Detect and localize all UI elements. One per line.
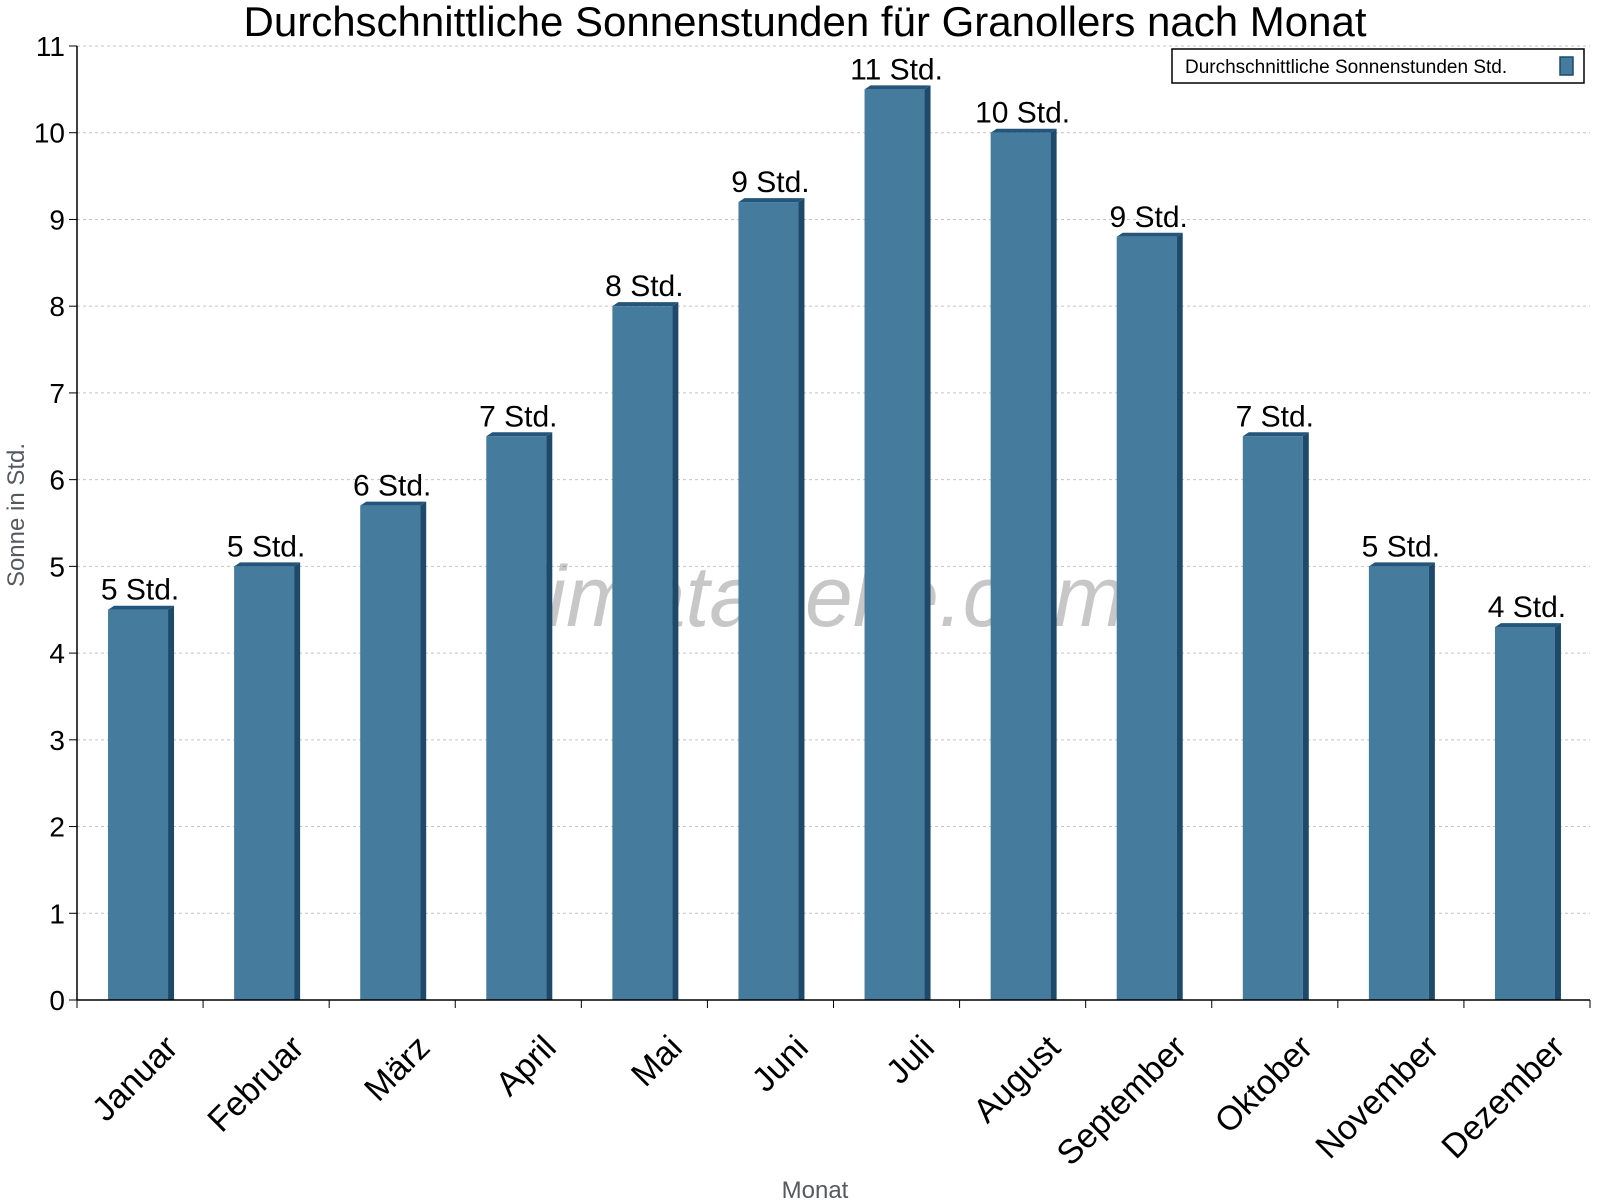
data-label-juni: 9 Std. bbox=[731, 166, 809, 199]
bar-top bbox=[1494, 623, 1561, 628]
x-tick-label-november: November bbox=[1308, 1028, 1446, 1166]
data-label-märz: 6 Std. bbox=[353, 470, 431, 503]
bar-front bbox=[486, 436, 547, 1001]
bar-top bbox=[864, 85, 931, 90]
x-tick-label-märz: März bbox=[357, 1028, 437, 1108]
bar-april bbox=[486, 432, 553, 1001]
data-label-juli: 11 Std. bbox=[850, 53, 943, 86]
bar-side bbox=[1554, 623, 1561, 1000]
bar-side bbox=[168, 605, 175, 1000]
bar-august bbox=[990, 128, 1057, 1000]
grid-lines bbox=[77, 45, 1590, 914]
x-tick-label-dezember: Dezember bbox=[1434, 1028, 1572, 1166]
x-tick-label-januar: Januar bbox=[85, 1028, 185, 1128]
bar-side bbox=[294, 562, 301, 1000]
y-tick-label: 3 bbox=[49, 725, 65, 756]
data-label-september: 9 Std. bbox=[1110, 201, 1188, 234]
data-label-oktober: 7 Std. bbox=[1236, 400, 1314, 433]
data-label-dezember: 4 Std. bbox=[1488, 591, 1566, 624]
x-tick-label-oktober: Oktober bbox=[1208, 1028, 1320, 1140]
bar-side bbox=[546, 432, 553, 1001]
bar-top bbox=[108, 605, 175, 610]
bar-front bbox=[1494, 627, 1555, 1000]
y-tick-labels: 0 1 2 3 4 5 6 7 8 9 10 11 bbox=[34, 31, 65, 1016]
bar-dezember bbox=[1494, 623, 1561, 1000]
y-tick-label: 6 bbox=[49, 465, 65, 496]
y-tick-label: 1 bbox=[49, 898, 65, 929]
bar-mai bbox=[612, 302, 679, 1000]
data-label-november: 5 Std. bbox=[1362, 530, 1440, 563]
bar-top bbox=[1242, 432, 1309, 437]
y-tick-label: 0 bbox=[49, 985, 65, 1016]
bar-top bbox=[360, 501, 427, 506]
bar-side bbox=[672, 302, 679, 1000]
data-label-januar: 5 Std. bbox=[101, 574, 179, 607]
x-tick-label-september: September bbox=[1050, 1028, 1194, 1172]
x-axis-title: Monat bbox=[782, 1177, 849, 1200]
y-tick-label: 8 bbox=[49, 291, 65, 322]
bar-top bbox=[612, 302, 679, 307]
legend-box bbox=[1171, 48, 1585, 84]
bar-front bbox=[612, 306, 673, 1000]
bar-front bbox=[234, 566, 295, 1000]
y-tick-label: 5 bbox=[49, 551, 65, 582]
x-tick-label-februar: Februar bbox=[200, 1028, 311, 1139]
bar-front bbox=[108, 609, 169, 1000]
bar-side bbox=[420, 501, 427, 1000]
chart-title: Durchschnittliche Sonnenstunden für Gran… bbox=[244, 0, 1367, 45]
y-tick-label: 7 bbox=[49, 378, 65, 409]
bar-side bbox=[1050, 128, 1057, 1000]
axes bbox=[69, 45, 1591, 1008]
x-tick-label-juni: Juni bbox=[745, 1028, 816, 1099]
bar-februar bbox=[234, 562, 301, 1000]
bar-side bbox=[798, 198, 805, 1001]
data-label-april: 7 Std. bbox=[479, 400, 557, 433]
data-label-august: 10 Std. bbox=[975, 97, 1070, 130]
bar-side bbox=[924, 85, 931, 1000]
data-label-februar: 5 Std. bbox=[227, 530, 305, 563]
bar-front bbox=[864, 89, 925, 1000]
bar-side bbox=[1302, 432, 1309, 1001]
bar-top bbox=[234, 562, 301, 567]
bars bbox=[108, 85, 1561, 1001]
bar-märz bbox=[360, 501, 427, 1000]
bar-top bbox=[1116, 232, 1183, 237]
y-axis-title: Sonne in Std. bbox=[3, 443, 30, 587]
bar-top bbox=[738, 198, 805, 203]
bar-top bbox=[1368, 562, 1435, 567]
y-tick-label: 11 bbox=[36, 31, 65, 62]
y-tick-label: 4 bbox=[49, 638, 65, 669]
bar-november bbox=[1368, 562, 1435, 1000]
bar-juni bbox=[738, 198, 805, 1001]
x-tick-label-juli: Juli bbox=[879, 1028, 942, 1091]
bar-front bbox=[1368, 566, 1429, 1000]
bar-front bbox=[1116, 236, 1177, 1001]
bar-top bbox=[990, 128, 1057, 133]
bar-front bbox=[360, 505, 421, 1000]
bar-top bbox=[486, 432, 553, 437]
bar-front bbox=[990, 132, 1051, 1000]
x-tick-labels: Januar Februar März April Mai Juni Juli AugustS… bbox=[85, 1028, 1572, 1173]
legend: Durchschnittliche Sonnenstunden Std. bbox=[1171, 48, 1585, 84]
y-tick-label: 2 bbox=[49, 812, 65, 843]
y-tick-label: 10 bbox=[34, 118, 65, 149]
x-tick-label-april: April bbox=[489, 1028, 564, 1103]
legend-label: Durchschnittliche Sonnenstunden Std. bbox=[1185, 57, 1507, 78]
bar-oktober bbox=[1242, 432, 1309, 1001]
x-tick-label-mai: Mai bbox=[624, 1028, 690, 1094]
x-tick-label-august: August bbox=[966, 1028, 1068, 1130]
bar-januar bbox=[108, 605, 175, 1000]
data-label-mai: 8 Std. bbox=[605, 270, 683, 303]
legend-swatch bbox=[1559, 56, 1574, 76]
data-labels: 5 Std. 5 Std. 6 Std. 7 Std. 8 Std. 9 Std. 11 S… bbox=[101, 53, 1566, 624]
bar-juli bbox=[864, 85, 931, 1000]
bar-side bbox=[1428, 562, 1435, 1000]
bar-september bbox=[1116, 232, 1183, 1001]
bar-side bbox=[1176, 232, 1183, 1001]
bar-front bbox=[1242, 436, 1303, 1001]
y-tick-label: 9 bbox=[49, 204, 65, 235]
bar-front bbox=[738, 202, 799, 1001]
